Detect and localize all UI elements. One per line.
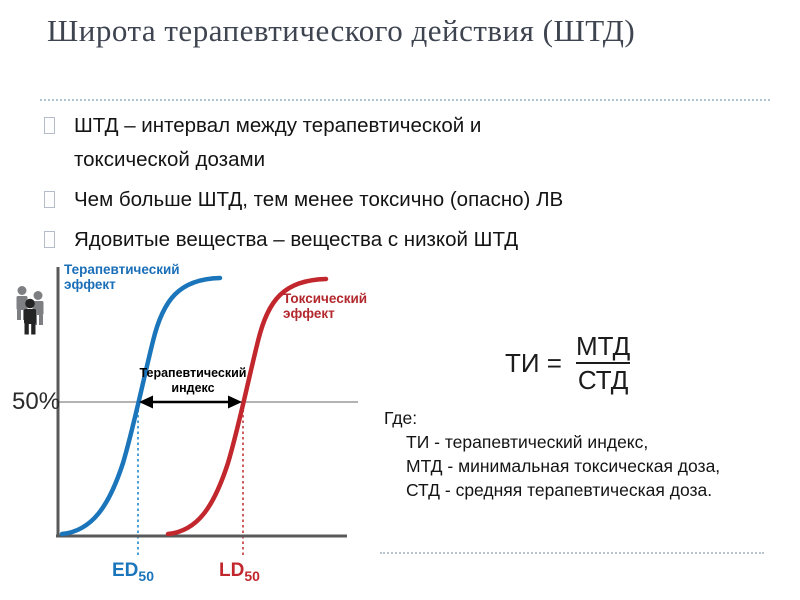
formula-legend: Где: ТИ - терапевтический индекс, МТД - … bbox=[384, 406, 720, 502]
bullet-square-icon bbox=[44, 191, 55, 208]
legend-line: СТД - средняя терапевтическая доза. bbox=[406, 480, 713, 500]
fifty-percent-tick: 50% bbox=[12, 388, 61, 415]
ed50-label: ED50 bbox=[112, 560, 154, 584]
therapeutic-effect-label: Терапевтический эффект bbox=[64, 262, 180, 292]
toxic-effect-label: Токсический эффект bbox=[283, 291, 368, 321]
bottom-divider bbox=[380, 552, 764, 554]
bullet-list: ШТД – интервал между терапевтической и т… bbox=[42, 109, 772, 263]
bullet-text: Ядовитые вещества – вещества с низкой ШТ… bbox=[74, 228, 519, 251]
bullet-square-icon bbox=[44, 231, 55, 248]
dose-response-chart bbox=[16, 267, 358, 558]
legend-line: МТД - минимальная токсическая доза, bbox=[406, 456, 721, 476]
therapeutic-index-formula: ТИ = МТД СТД bbox=[505, 331, 631, 396]
ed50-sub: 50 bbox=[138, 567, 154, 584]
legend-line: ТИ - терапевтический индекс, bbox=[406, 432, 649, 452]
title-divider bbox=[40, 99, 770, 101]
formula-fraction: МТД СТД bbox=[575, 331, 631, 396]
formula-numerator: МТД bbox=[575, 331, 631, 361]
therapeutic-index-label: Терапевтический индекс bbox=[139, 366, 247, 395]
person-icon bbox=[24, 298, 36, 335]
therapeutic-index-arrow bbox=[139, 395, 242, 409]
ld50-sub: 50 bbox=[244, 567, 260, 584]
ld50-base: LD bbox=[219, 560, 245, 581]
legend-intro: Где: bbox=[384, 408, 418, 428]
ld50-label: LD50 bbox=[219, 560, 260, 584]
therapeutic-effect-curve bbox=[59, 275, 223, 537]
formula-denominator: СТД bbox=[575, 361, 631, 396]
toxic-effect-curve bbox=[165, 276, 329, 537]
people-icon bbox=[16, 286, 44, 335]
list-item: Ядовитые вещества – вещества с низкой ШТ… bbox=[42, 223, 772, 257]
list-item: Чем больше ШТД, тем менее токсично (опас… bbox=[42, 183, 772, 217]
bullet-square-icon bbox=[44, 117, 55, 134]
ed50-base: ED bbox=[112, 560, 139, 581]
formula-lhs: ТИ = bbox=[505, 348, 562, 379]
bullet-text: Чем больше ШТД, тем менее токсично (опас… bbox=[74, 188, 564, 211]
bullet-text: ШТД – интервал между терапевтической и т… bbox=[74, 114, 482, 171]
slide-title: Широта терапевтического действия (ШТД) bbox=[47, 13, 636, 48]
list-item: ШТД – интервал между терапевтической и т… bbox=[42, 109, 772, 177]
